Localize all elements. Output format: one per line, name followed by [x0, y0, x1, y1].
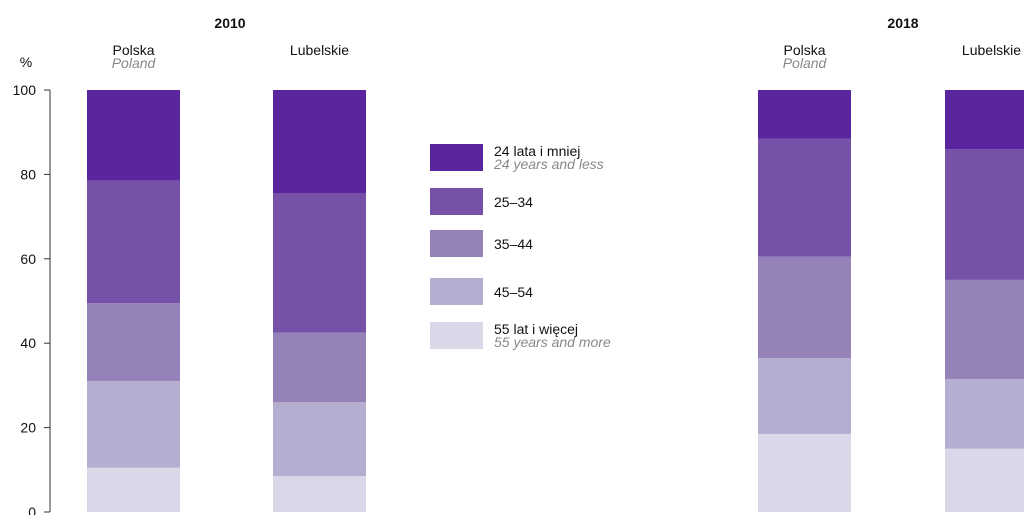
legend-swatch: [430, 230, 483, 257]
category-sublabel: Poland: [112, 55, 157, 71]
bar-segment: [273, 402, 366, 477]
legend-swatch: [430, 188, 483, 215]
legend-swatch: [430, 322, 483, 349]
legend-swatch: [430, 278, 483, 305]
category-label: Polska: [783, 42, 825, 58]
bar-segment: [945, 279, 1024, 380]
y-tick-label: 20: [20, 420, 36, 436]
legend-label: 45–54: [494, 284, 533, 300]
bar-segment: [273, 193, 366, 333]
legend-label: 25–34: [494, 194, 533, 210]
legend-swatch: [430, 144, 483, 171]
legend-label: 55 lat i więcej: [494, 321, 578, 337]
unit-label: %: [20, 54, 32, 70]
bar-segment: [758, 90, 851, 139]
category-label: Lubelskie: [290, 42, 349, 58]
bar-segment: [87, 467, 180, 512]
legend-sublabel: 55 years and more: [494, 334, 611, 350]
y-tick-label: 60: [20, 251, 36, 267]
y-axis: 0 20 40 60 80 100: [13, 82, 51, 515]
bar-segment: [945, 448, 1024, 512]
y-tick-label: 0: [28, 504, 36, 515]
panel-title: 2010: [214, 15, 245, 31]
bar-segment: [273, 332, 366, 403]
bar-segment: [945, 90, 1024, 150]
bar-segment: [273, 476, 366, 512]
bar-segment: [758, 256, 851, 358]
y-tick-label: 80: [20, 166, 36, 182]
category-sublabel: Poland: [783, 55, 828, 71]
category-label: Polska: [112, 42, 154, 58]
panel-title: 2018: [887, 15, 918, 31]
bar-segment: [758, 433, 851, 512]
legend-label: 24 lata i mniej: [494, 143, 580, 159]
bars-layer: [87, 90, 1024, 512]
bar-segment: [758, 357, 851, 434]
bar-segment: [273, 90, 366, 194]
bar-segment: [87, 180, 180, 304]
y-tick-label: 40: [20, 335, 36, 351]
legend-label: 35–44: [494, 236, 533, 252]
bar-segment: [87, 303, 180, 382]
legend-sublabel: 24 years and less: [493, 156, 604, 172]
bar-segment: [87, 381, 180, 468]
bar-segment: [87, 90, 180, 181]
labels-layer: 2010PolskaPolandLubelskie2018PolskaPolan…: [112, 15, 1022, 71]
bar-segment: [945, 149, 1024, 280]
bar-segment: [945, 379, 1024, 449]
category-label: Lubelskie: [962, 42, 1021, 58]
y-tick-label: 100: [13, 82, 37, 98]
bar-segment: [758, 138, 851, 257]
